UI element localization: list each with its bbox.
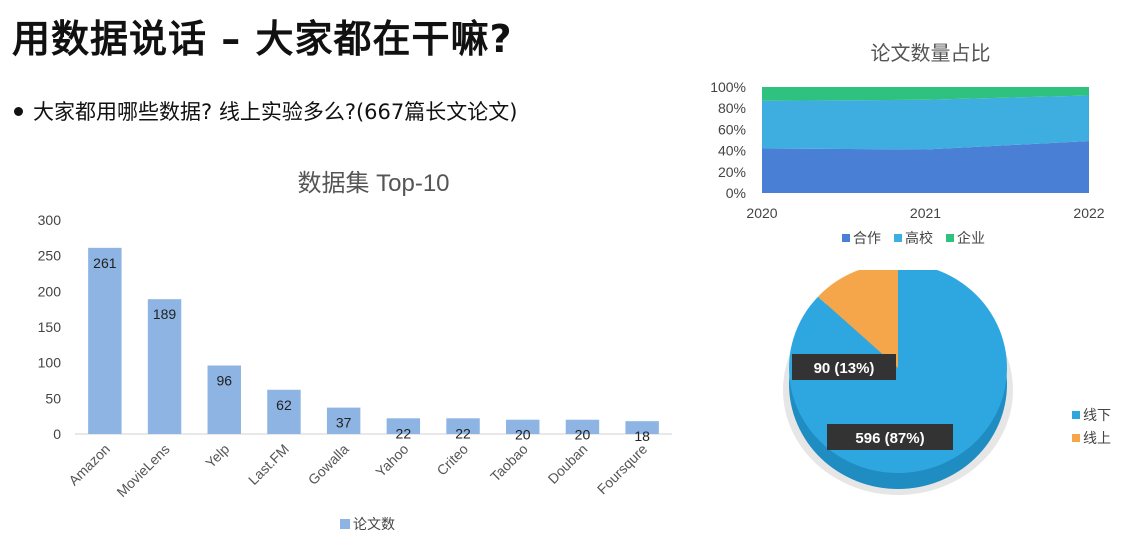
y-tick-label: 250 (38, 248, 62, 264)
x-tick-label: Douban (545, 441, 591, 487)
bar (88, 247, 122, 434)
bar (506, 419, 540, 434)
area-series-3 (762, 87, 1089, 101)
pie-data-label: 90 (13%) (814, 360, 875, 377)
bar-value-label: 189 (153, 306, 177, 322)
legend-label: 线上 (1083, 430, 1111, 446)
area-chart-title: 论文数量占比 (871, 42, 991, 65)
legend-label: 合作 (853, 230, 881, 246)
y-tick-label: 20% (718, 164, 746, 180)
legend-swatch (340, 519, 350, 529)
pie-slice (789, 270, 1007, 473)
y-tick-label: 100 (38, 355, 62, 371)
bar (326, 407, 361, 434)
bar (565, 419, 600, 434)
y-tick-label: 80% (718, 100, 746, 116)
bullet-text: 大家都用哪些数据? 线上实验多么?(667篇长文论文) (33, 100, 518, 124)
bar-value-label: 22 (396, 425, 412, 441)
x-tick-label: Amazon (65, 441, 113, 489)
bar-value-label: 261 (93, 255, 117, 271)
bar (625, 421, 659, 434)
x-tick-label: Last.FM (245, 441, 292, 488)
bar (446, 418, 480, 434)
x-tick-label: MovieLens (113, 441, 172, 500)
pie-data-label: 596 (87%) (855, 430, 924, 447)
legend-swatch (1072, 434, 1080, 442)
pie-data-label-bg (792, 354, 896, 380)
bar-value-label: 62 (276, 397, 292, 413)
x-tick-label: Criteo (433, 441, 471, 479)
x-tick-label: Taobao (487, 441, 531, 485)
legend-label: 线下 (1083, 407, 1111, 423)
x-tick-label: Foursqure (594, 441, 651, 498)
bar-value-label: 18 (634, 428, 650, 444)
bullet-dot-icon (14, 106, 23, 116)
legend-swatch (946, 234, 954, 242)
bar-chart: 数据集 Top-10050100150200250300261Amazon189… (38, 170, 672, 532)
area-chart: 论文数量占比 0% 20% 40% 60% 80% 100% 2020 2021 2022 合作 高校… (710, 42, 1105, 246)
area-series-1 (762, 141, 1089, 193)
bar-value-label: 96 (216, 373, 232, 389)
bar (147, 299, 182, 434)
bar-value-label: 37 (336, 415, 352, 431)
bar-value-label: 20 (575, 427, 591, 443)
y-tick-label: 0% (726, 185, 746, 201)
x-tick-label: 2021 (910, 205, 941, 221)
legend-swatch (894, 234, 902, 242)
bar-value-label: 20 (515, 427, 531, 443)
x-tick-label: Gowalla (305, 441, 352, 488)
legend-label: 高校 (905, 230, 933, 246)
bar-chart-title: 数据集 Top-10 (297, 170, 449, 197)
y-tick-label: 0 (53, 426, 61, 442)
slide-title: 用数据说话 – 大家都在干嘛? (12, 17, 513, 61)
pie-slice (817, 270, 898, 368)
x-tick-label: Yelp (202, 441, 232, 471)
x-tick-label: Yahoo (372, 441, 411, 480)
y-tick-label: 150 (38, 319, 62, 335)
y-tick-label: 50 (45, 390, 61, 406)
x-tick-label: 2020 (746, 205, 777, 221)
y-tick-label: 100% (710, 79, 746, 95)
bullet-item: 大家都用哪些数据? 线上实验多么?(667篇长文论文) (14, 96, 517, 126)
y-tick-label: 60% (718, 121, 746, 137)
y-tick-label: 300 (38, 212, 62, 228)
area-series-2 (762, 95, 1089, 150)
y-tick-label: 40% (718, 143, 746, 159)
legend-label: 企业 (957, 230, 985, 246)
pie-data-label-bg (827, 424, 953, 450)
bar-value-label: 22 (455, 425, 471, 441)
legend-swatch (842, 234, 850, 242)
legend-label: 论文数 (353, 516, 395, 532)
y-tick-label: 200 (38, 283, 62, 299)
legend-swatch (1072, 411, 1080, 419)
x-tick-label: 2022 (1073, 205, 1104, 221)
bar (267, 389, 301, 434)
bar (207, 365, 241, 434)
bar (386, 418, 421, 434)
